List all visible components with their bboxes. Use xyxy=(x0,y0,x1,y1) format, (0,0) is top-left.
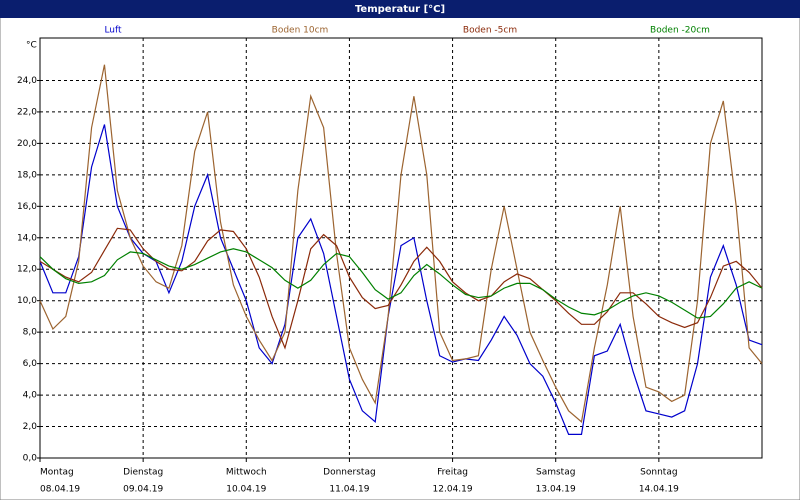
y-tick-label: 10,0 xyxy=(17,296,37,306)
x-tick-label: Donnerstag xyxy=(323,468,376,478)
y-tick-label: 14,0 xyxy=(17,233,37,243)
y-tick-label: 4,0 xyxy=(23,391,38,401)
legend-entry: Luft xyxy=(104,26,122,36)
legend-entry: Boden -20cm xyxy=(650,26,710,36)
y-tick-label: 8,0 xyxy=(23,328,38,338)
y-tick-label: 2,0 xyxy=(23,422,38,432)
series-line xyxy=(39,248,763,319)
x-tick-label: Dienstag xyxy=(123,468,163,478)
y-tick-label: 6,0 xyxy=(23,359,38,369)
y-tick-label: 12,0 xyxy=(17,265,37,275)
chart-title: Temperatur [°C] xyxy=(355,4,445,15)
y-tick-label: 20,0 xyxy=(17,139,37,149)
y-tick-label: 0,0 xyxy=(23,454,38,464)
y-tick-label: 16,0 xyxy=(17,202,37,212)
x-tick-label: Montag xyxy=(40,468,74,478)
x-tick-date: 10.04.19 xyxy=(226,485,266,495)
x-tick-date: 09.04.19 xyxy=(123,485,163,495)
y-unit: °C xyxy=(26,41,37,51)
series-line xyxy=(39,227,763,350)
x-tick-date: 08.04.19 xyxy=(40,485,80,495)
legend-entry: Boden -5cm xyxy=(463,26,517,36)
x-tick-date: 12.04.19 xyxy=(433,485,473,495)
x-tick-label: Mittwoch xyxy=(226,468,267,478)
x-tick-label: Samstag xyxy=(536,468,575,478)
y-tick-label: 18,0 xyxy=(17,170,37,180)
legend-entry: Boden 10cm xyxy=(272,26,329,36)
x-tick-label: Sonntag xyxy=(640,468,677,478)
y-tick-label: 22,0 xyxy=(17,107,37,117)
x-tick-date: 11.04.19 xyxy=(329,485,369,495)
title-bar xyxy=(0,0,800,18)
series-line xyxy=(39,124,763,436)
x-tick-label: Freitag xyxy=(437,468,468,478)
x-tick-date: 13.04.19 xyxy=(536,485,576,495)
y-tick-label: 24,0 xyxy=(17,76,37,86)
series-line xyxy=(39,64,763,423)
x-tick-date: 14.04.19 xyxy=(639,485,679,495)
